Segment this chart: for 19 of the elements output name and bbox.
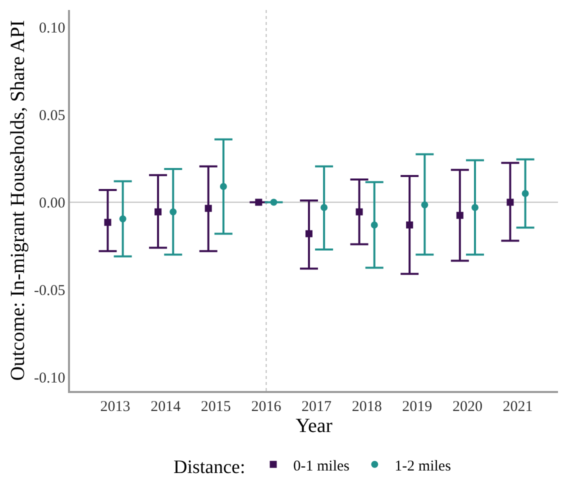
x-tick-label: 2019 [402, 398, 432, 415]
x-tick-label: 2016 [251, 398, 282, 415]
y-tick-label: 0.00 [39, 196, 66, 212]
x-tick-label: 2017 [302, 398, 332, 415]
x-tick-label: 2013 [100, 398, 130, 415]
y-tick-label: 0.05 [39, 108, 66, 124]
x-tick-label: 2015 [200, 398, 231, 415]
y-axis-title: Outcome: In-migrant Households, Share API [7, 20, 29, 381]
legend-label: 1-2 miles [394, 458, 452, 474]
y-tick-label: -0.10 [34, 370, 66, 386]
legend-title: Distance: [174, 456, 246, 478]
x-tick-label: 2021 [502, 398, 533, 415]
y-tick-label: -0.05 [34, 282, 66, 299]
x-tick-label: 2018 [352, 398, 382, 415]
x-axis-title: Year [296, 414, 333, 437]
legend-label: 0-1 miles [293, 458, 350, 474]
y-tick-label: 0.10 [39, 20, 66, 37]
x-tick-label: 2014 [150, 398, 182, 415]
x-tick-label: 2020 [452, 398, 482, 415]
